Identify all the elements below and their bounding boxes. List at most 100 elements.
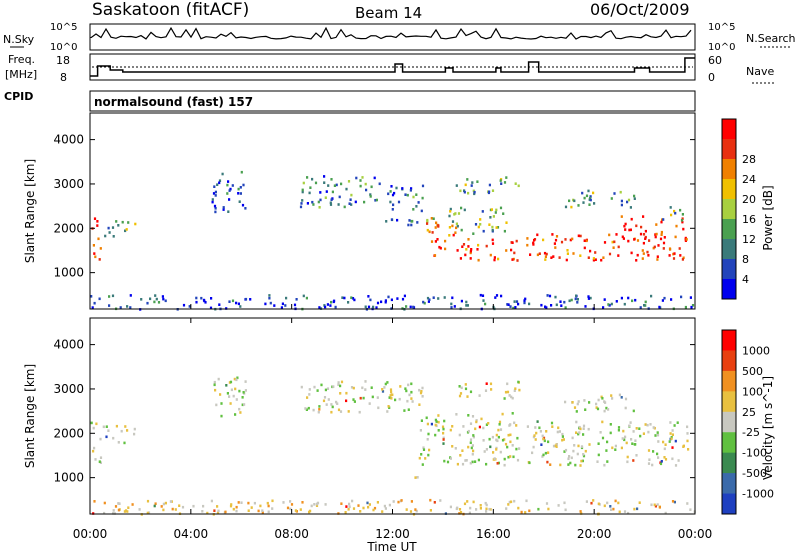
heatmap-cell xyxy=(289,500,292,503)
heatmap-cell xyxy=(463,190,466,194)
heatmap-cell xyxy=(449,210,452,213)
heatmap-cell xyxy=(232,394,235,398)
heatmap-cell xyxy=(410,390,413,394)
heatmap-cell xyxy=(394,398,397,402)
heatmap-cell xyxy=(620,446,623,450)
heatmap-cell xyxy=(439,499,442,502)
heatmap-cell xyxy=(393,191,396,195)
heatmap-cell xyxy=(631,442,634,445)
heatmap-cell xyxy=(579,254,582,257)
power-panel xyxy=(89,112,696,310)
heatmap-cell xyxy=(499,428,503,431)
heatmap-cell xyxy=(201,510,204,513)
heatmap-cell xyxy=(574,463,577,467)
heatmap-cell xyxy=(457,212,461,215)
heatmap-cell xyxy=(531,451,534,455)
heatmap-cell xyxy=(512,455,515,459)
heatmap-cell xyxy=(429,498,432,502)
heatmap-cell xyxy=(228,395,231,398)
heatmap-cell xyxy=(357,504,360,507)
heatmap-cell xyxy=(617,245,620,249)
heatmap-cell xyxy=(570,298,573,302)
heatmap-cell xyxy=(603,463,606,467)
heatmap-cell xyxy=(133,432,136,436)
heatmap-cell xyxy=(485,510,488,513)
heatmap-cell xyxy=(416,221,419,224)
heatmap-cell xyxy=(430,240,434,243)
heatmap-cell xyxy=(571,436,574,440)
heatmap-cell xyxy=(456,224,459,228)
heatmap-cell xyxy=(162,502,165,506)
heatmap-cell xyxy=(437,420,440,424)
heatmap-cell xyxy=(628,424,631,428)
heatmap-cell xyxy=(505,249,508,252)
heatmap-cell xyxy=(99,437,102,441)
heatmap-cell xyxy=(580,445,584,448)
heatmap-cell xyxy=(320,383,323,387)
heatmap-cell xyxy=(471,460,474,464)
heatmap-cell xyxy=(619,190,622,194)
heatmap-cell xyxy=(504,390,508,394)
heatmap-cell xyxy=(469,422,473,425)
heatmap-cell xyxy=(419,429,422,432)
heatmap-cell xyxy=(636,253,639,257)
heatmap-cell xyxy=(497,428,500,432)
heatmap-cell xyxy=(376,301,380,305)
heatmap-cell xyxy=(686,432,689,435)
colorbar-segment xyxy=(722,493,736,515)
heatmap-cell xyxy=(317,410,320,414)
heatmap-cell xyxy=(182,303,186,307)
heatmap-cell xyxy=(326,303,329,306)
heatmap-cell xyxy=(670,213,673,217)
heatmap-cell xyxy=(482,439,485,442)
heatmap-cell xyxy=(264,302,267,306)
heatmap-cell xyxy=(261,511,264,514)
heatmap-cell xyxy=(610,508,613,511)
x-tick-label: 08:00 xyxy=(274,527,309,541)
heatmap-cell xyxy=(639,434,642,438)
heatmap-cell xyxy=(418,456,421,460)
heatmap-cell xyxy=(653,426,656,430)
heatmap-cell xyxy=(471,181,474,184)
heatmap-cell xyxy=(509,423,512,426)
heatmap-cell xyxy=(540,443,543,446)
heatmap-cell xyxy=(368,503,371,506)
heatmap-cell xyxy=(369,195,372,198)
heatmap-cell xyxy=(592,258,595,262)
heatmap-cell xyxy=(340,182,343,186)
heatmap-cell xyxy=(309,186,312,189)
heatmap-cell xyxy=(544,305,547,309)
heatmap-cell xyxy=(412,208,415,211)
heatmap-cell xyxy=(491,242,495,245)
heatmap-cell xyxy=(599,431,602,434)
heatmap-cell xyxy=(573,444,576,447)
heatmap-cell xyxy=(582,424,586,428)
heatmap-cell xyxy=(638,501,641,504)
y-tick-label: 2000 xyxy=(53,221,84,235)
heatmap-cell xyxy=(529,253,532,256)
heatmap-cell xyxy=(537,507,540,511)
heatmap-cell xyxy=(418,403,421,406)
heatmap-cell xyxy=(467,245,470,248)
heatmap-cell xyxy=(589,196,592,200)
heatmap-cell xyxy=(488,507,491,511)
heatmap-cell xyxy=(433,501,436,504)
heatmap-cell xyxy=(226,192,229,195)
heatmap-cell xyxy=(390,185,393,188)
heatmap-cell xyxy=(581,459,584,463)
heatmap-cell xyxy=(548,294,552,298)
heatmap-cell xyxy=(622,237,625,240)
heatmap-cell xyxy=(345,391,348,395)
heatmap-cell xyxy=(98,258,101,261)
heatmap-cell xyxy=(669,206,672,209)
heatmap-cell xyxy=(526,243,529,247)
heatmap-cell xyxy=(384,382,387,386)
colorbar-tick-label: 500 xyxy=(742,365,763,378)
nave-tick-bottom: 0 xyxy=(708,71,715,84)
heatmap-cell xyxy=(470,248,473,251)
heatmap-cell xyxy=(560,240,564,244)
heatmap-cell xyxy=(458,394,462,398)
heatmap-cell xyxy=(515,300,519,303)
heatmap-cell xyxy=(654,233,657,236)
